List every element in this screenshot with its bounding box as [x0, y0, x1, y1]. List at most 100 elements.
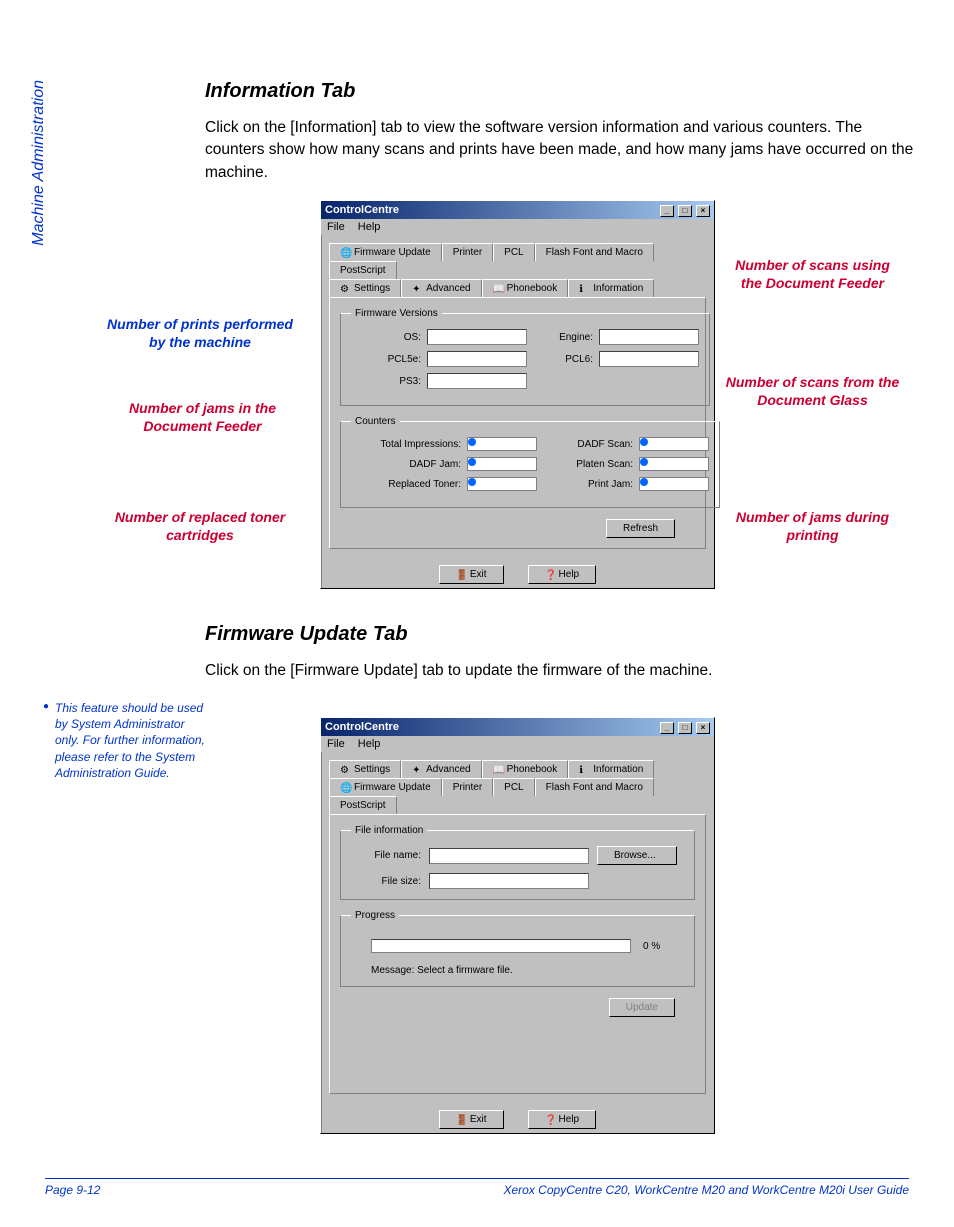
globe-icon: 🌐: [340, 783, 350, 793]
tab-phonebook[interactable]: 📖Phonebook: [482, 279, 569, 297]
help-button[interactable]: ❓Help: [528, 565, 597, 584]
menu-file[interactable]: File: [327, 221, 345, 233]
field-ps3: [427, 373, 527, 389]
label-dadf-jam: DADF Jam:: [351, 459, 461, 470]
field-os: [427, 329, 527, 345]
callout-jams-printing: Number of jams during printing: [725, 508, 900, 544]
progress-percent: 0 %: [643, 941, 660, 952]
maximize-icon[interactable]: □: [678, 722, 692, 734]
advanced-icon: ✦: [412, 765, 422, 775]
label-platen-scan: Platen Scan:: [543, 459, 633, 470]
bottom-button-row: 🚪Exit ❓Help: [321, 557, 714, 588]
counter-total-impressions: [467, 437, 537, 451]
refresh-button[interactable]: Refresh: [606, 519, 675, 538]
tab-phonebook[interactable]: 📖Phonebook: [482, 760, 569, 778]
callout-toner: Number of replaced toner cartridges: [100, 508, 300, 544]
tab-postscript[interactable]: PostScript: [329, 796, 397, 814]
menu-file[interactable]: File: [327, 738, 345, 750]
exit-icon: 🚪: [456, 1115, 466, 1125]
legend-progress: Progress: [351, 910, 399, 921]
counter-platen-scan: [639, 457, 709, 471]
tab-information[interactable]: ℹInformation: [568, 279, 654, 297]
para-information-tab: Click on the [Information] tab to view t…: [205, 117, 925, 184]
tab-row-top: 🌐Firmware Update Printer PCL Flash Font …: [329, 243, 706, 279]
tab-information[interactable]: ℹInformation: [568, 760, 654, 778]
counter-replaced-toner: [467, 477, 537, 491]
tab-postscript[interactable]: PostScript: [329, 261, 397, 279]
globe-icon: 🌐: [340, 248, 350, 258]
heading-firmware-update: Firmware Update Tab: [205, 623, 925, 646]
label-engine: Engine:: [533, 332, 593, 343]
label-replaced-toner: Replaced Toner:: [351, 479, 461, 490]
field-pcl6: [599, 351, 699, 367]
info-icon: ℹ: [579, 765, 589, 775]
field-file-size: [429, 873, 589, 889]
label-total-impressions: Total Impressions:: [351, 439, 461, 450]
menu-help[interactable]: Help: [358, 738, 381, 750]
counter-dadf-jam: [467, 457, 537, 471]
tab-row-top: ⚙Settings ✦Advanced 📖Phonebook ℹInformat…: [329, 760, 706, 778]
help-icon: ❓: [545, 570, 555, 580]
label-pcl5e: PCL5e:: [351, 354, 421, 365]
tab-flash-font[interactable]: Flash Font and Macro: [535, 778, 654, 796]
bottom-button-row: 🚪Exit ❓Help: [321, 1102, 714, 1133]
close-icon[interactable]: ×: [696, 205, 710, 217]
message-value: Select a firmware file.: [417, 965, 513, 976]
side-chapter-label: Machine Administration: [30, 80, 48, 246]
tab-firmware-update[interactable]: 🌐Firmware Update: [329, 243, 442, 261]
tab-settings[interactable]: ⚙Settings: [329, 760, 401, 778]
group-counters: Counters Total Impressions: DADF Scan: D…: [340, 416, 720, 508]
gear-icon: ⚙: [340, 765, 350, 775]
screenshot-firmware-update: ControlCentre _ □ × File Help ⚙Settings …: [320, 717, 715, 1134]
field-file-name[interactable]: [429, 848, 589, 864]
menubar: File Help: [321, 736, 714, 752]
gear-icon: ⚙: [340, 284, 350, 294]
group-progress: Progress 0 % Message: Select a firmware …: [340, 910, 695, 987]
minimize-icon[interactable]: _: [660, 205, 674, 217]
tab-flash-font[interactable]: Flash Font and Macro: [535, 243, 654, 261]
legend-file-information: File information: [351, 825, 427, 836]
window-buttons: _ □ ×: [659, 204, 710, 217]
advanced-icon: ✦: [412, 284, 422, 294]
close-icon[interactable]: ×: [696, 722, 710, 734]
tab-settings[interactable]: ⚙Settings: [329, 279, 401, 297]
maximize-icon[interactable]: □: [678, 205, 692, 217]
exit-button[interactable]: 🚪Exit: [439, 1110, 504, 1129]
tab-printer[interactable]: Printer: [442, 778, 493, 796]
menu-help[interactable]: Help: [358, 221, 381, 233]
field-pcl5e: [427, 351, 527, 367]
label-file-size: File size:: [351, 876, 421, 887]
browse-button[interactable]: Browse...: [597, 846, 677, 865]
window-title: ControlCentre: [325, 721, 399, 733]
aside-note: This feature should be used by System Ad…: [55, 700, 205, 781]
heading-information-tab: Information Tab: [205, 80, 925, 103]
group-firmware-versions: Firmware Versions OS: Engine: PCL5e: PCL…: [340, 308, 710, 406]
tab-firmware-update[interactable]: 🌐Firmware Update: [329, 778, 442, 796]
tab-pcl[interactable]: PCL: [493, 778, 534, 796]
para-firmware-update: Click on the [Firmware Update] tab to up…: [205, 660, 925, 682]
label-pcl6: PCL6:: [533, 354, 593, 365]
update-button[interactable]: Update: [609, 998, 675, 1017]
field-engine: [599, 329, 699, 345]
exit-button[interactable]: 🚪Exit: [439, 565, 504, 584]
group-file-information: File information File name: Browse... Fi…: [340, 825, 695, 900]
help-button[interactable]: ❓Help: [528, 1110, 597, 1129]
screenshot-information-tab: ControlCentre _ □ × File Help 🌐Firmware …: [320, 200, 715, 589]
callout-scans-glass: Number of scans from the Document Glass: [725, 373, 900, 409]
legend-counters: Counters: [351, 416, 400, 427]
tab-row-bottom: 🌐Firmware Update Printer PCL Flash Font …: [329, 778, 706, 814]
minimize-icon[interactable]: _: [660, 722, 674, 734]
callout-scans-feeder: Number of scans using the Document Feede…: [725, 256, 900, 292]
titlebar: ControlCentre _ □ ×: [321, 201, 714, 219]
section-information-tab: Information Tab Click on the [Informatio…: [205, 80, 925, 194]
label-message: Message:: [371, 965, 414, 976]
label-file-name: File name:: [351, 850, 421, 861]
page-footer: Page 9-12 Xerox CopyCentre C20, WorkCent…: [45, 1178, 909, 1197]
tab-advanced[interactable]: ✦Advanced: [401, 760, 481, 778]
footer-guide-title: Xerox CopyCentre C20, WorkCentre M20 and…: [504, 1183, 910, 1197]
callout-jams-feeder: Number of jams in the Document Feeder: [100, 399, 305, 435]
tab-printer[interactable]: Printer: [442, 243, 493, 261]
tab-pcl[interactable]: PCL: [493, 243, 534, 261]
counter-dadf-scan: [639, 437, 709, 451]
tab-advanced[interactable]: ✦Advanced: [401, 279, 481, 297]
